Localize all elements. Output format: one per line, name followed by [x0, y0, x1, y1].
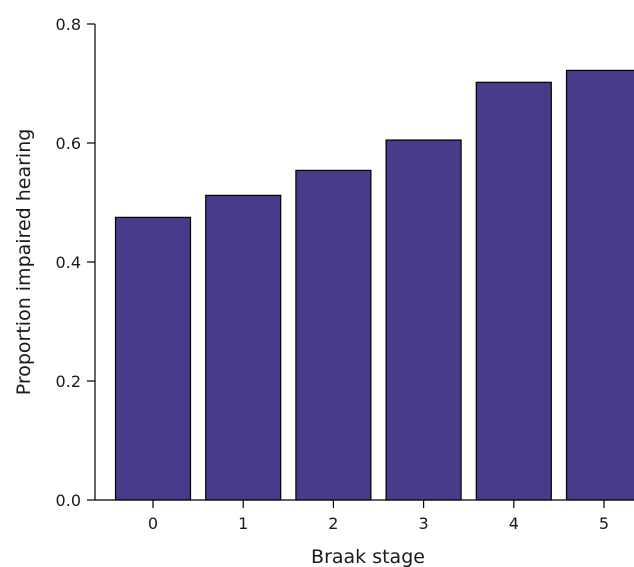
- bar-stage-2: [295, 169, 372, 501]
- y-axis: 0.0 0.2 0.4 0.6 0.8: [56, 15, 96, 510]
- x-tick-label: 0: [148, 514, 158, 533]
- bars: [114, 69, 634, 501]
- x-tick-label: 2: [328, 514, 338, 533]
- bar-stage-1: [205, 194, 282, 501]
- x-axis-title: Braak stage: [311, 546, 425, 567]
- y-tick-label: 0.6: [56, 134, 81, 153]
- x-tick-label: 5: [599, 514, 609, 533]
- y-tick-label: 0.0: [56, 491, 81, 510]
- bar-stage-0: [114, 216, 192, 501]
- y-tick-label: 0.4: [56, 253, 81, 272]
- y-tick-label: 0.2: [56, 372, 81, 391]
- x-tick-label: 1: [238, 514, 248, 533]
- bar-stage-3: [385, 139, 462, 501]
- x-tick-label: 4: [509, 514, 519, 533]
- y-axis-title: Proportion impaired hearing: [13, 129, 35, 396]
- x-tick-label: 3: [419, 514, 429, 533]
- x-axis: 0 1 2 3 4 5: [95, 499, 634, 533]
- bar-stage-4: [475, 81, 552, 501]
- y-tick-label: 0.8: [56, 15, 81, 34]
- bar-stage-5: [565, 69, 634, 501]
